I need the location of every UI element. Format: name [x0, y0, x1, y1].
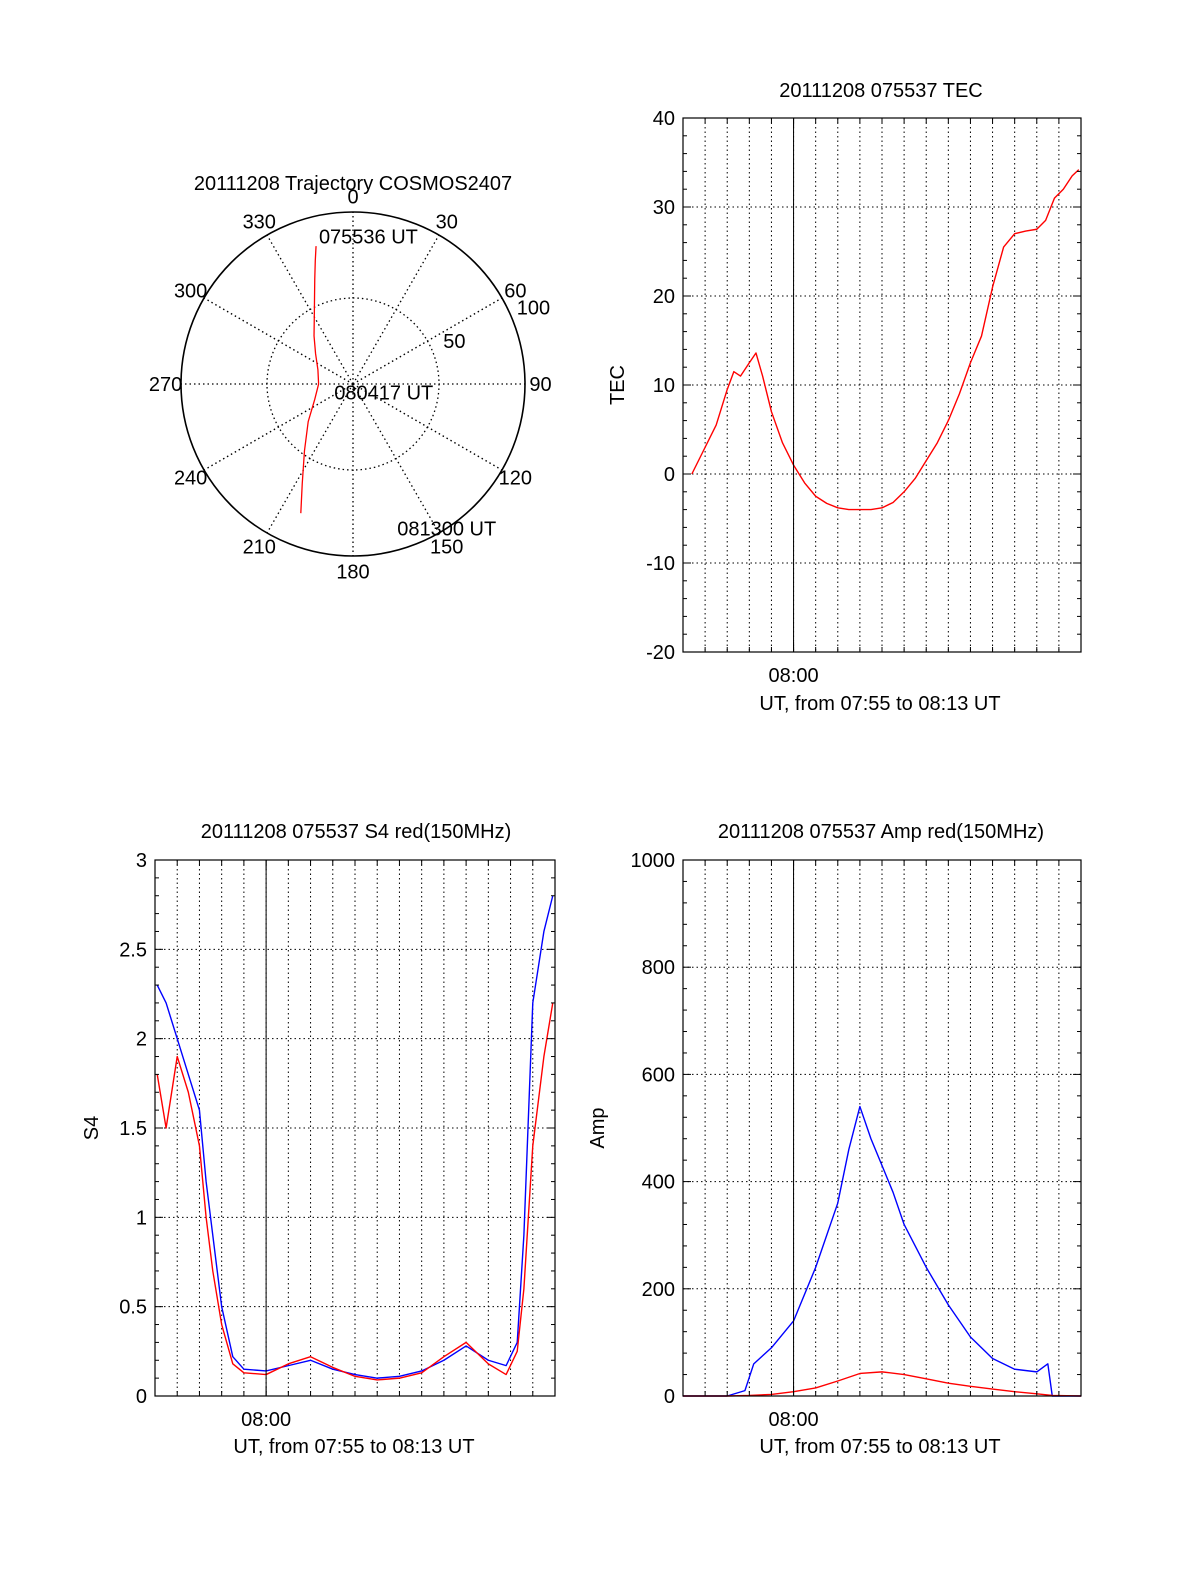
polar-angle-label: 60 [504, 280, 526, 302]
amp-series-line-blue [683, 1105, 1081, 1397]
tec-grid [683, 117, 1081, 653]
s4-y-tick-label: 0 [136, 1386, 147, 1408]
s4-series-line-blue [156, 895, 554, 1379]
s4-y-tick-label: 1 [136, 1207, 147, 1229]
tec-y-tick-label: -20 [646, 642, 675, 664]
polar-gridline-spoke [352, 297, 503, 385]
amp-y-axis-label: Amp [587, 1107, 609, 1148]
polar-grid [180, 211, 526, 557]
tec-y-tick-label: 0 [664, 464, 675, 486]
amp-y-tick-label: 200 [642, 1279, 675, 1301]
polar-angle-label: 0 [347, 187, 358, 209]
s4-y-tick-label: 0.5 [119, 1297, 147, 1319]
s4-y-axis-label: S4 [81, 1116, 103, 1140]
polar-gridline-spoke [203, 383, 354, 471]
amp-y-tick-label: 1000 [631, 850, 676, 872]
tec-y-axis-label: TEC [607, 365, 629, 405]
polar-angle-labels: 0 30 60 90 120 150 180 210 240 270 300 330 [149, 187, 552, 584]
tec-x-axis-label: UT, from 07:55 to 08:13 UT [759, 693, 1000, 715]
polar-time-annotation: 075536 UT [319, 227, 418, 249]
tec-y-tick-label: 30 [653, 197, 675, 219]
polar-angle-label: 270 [149, 374, 182, 396]
polar-time-annotation: 080417 UT [334, 383, 433, 405]
s4-chart-title: 20111208 075537 S4 red(150MHz) [201, 821, 512, 843]
polar-gridline-spoke [352, 383, 440, 534]
amp-y-tick-label: 400 [642, 1172, 675, 1194]
tec-y-tick-label: 20 [653, 286, 675, 308]
polar-gridline-spoke [266, 383, 354, 534]
s4-y-ticks: 0 0.5 1 1.5 2 2.5 3 08:00 [119, 850, 555, 1431]
polar-radial-label: 100 [517, 297, 550, 319]
polar-angle-label: 330 [243, 212, 276, 234]
tec-chart: 20111208 075537 TEC TEC UT, from 07:55 t… [607, 80, 1082, 715]
polar-angle-label: 150 [430, 536, 463, 558]
tec-y-tick-label: 40 [653, 108, 675, 130]
polar-angle-label: 180 [336, 561, 369, 583]
polar-gridline-spoke [266, 234, 354, 385]
tec-series-line-red [691, 169, 1080, 511]
amp-y-ticks: 0 200 400 600 800 1000 08:00 [631, 850, 1081, 1431]
s4-series-line-red [156, 1002, 554, 1381]
amp-y-tick-label: 800 [642, 957, 675, 979]
polar-annotations: 075536 UT 080417 UT 081300 UT [319, 227, 496, 541]
amp-series-line-red [683, 1371, 1082, 1397]
amp-y-tick-label: 0 [664, 1386, 675, 1408]
polar-angle-label: 300 [174, 280, 207, 302]
amp-grid [683, 859, 1081, 1397]
s4-y-tick-label: 2 [136, 1029, 147, 1051]
tec-chart-title: 20111208 075537 TEC [779, 80, 983, 102]
polar-angle-label: 210 [243, 536, 276, 558]
s4-x-tick-label: 08:00 [241, 1409, 291, 1431]
polar-gridline-spoke [352, 383, 503, 471]
amp-x-axis-label: UT, from 07:55 to 08:13 UT [759, 1436, 1000, 1458]
tec-y-ticks: -20 -10 0 10 20 30 40 08:00 [646, 108, 1081, 687]
polar-gridline-spoke [352, 234, 440, 385]
tec-y-tick-label: 10 [653, 375, 675, 397]
polar-radial-labels: 50 100 [443, 297, 550, 353]
amp-x-tick-label: 08:00 [769, 1409, 819, 1431]
s4-chart: 20111208 075537 S4 red(150MHz) S4 UT, fr… [81, 821, 556, 1458]
polar-angle-label: 90 [529, 374, 551, 396]
polar-radial-label: 50 [443, 331, 465, 353]
polar-trajectory-series [300, 246, 320, 514]
amp-chart-title: 20111208 075537 Amp red(150MHz) [718, 821, 1044, 843]
polar-gridline-spoke [203, 297, 354, 385]
s4-y-tick-label: 2.5 [119, 939, 147, 961]
amp-y-tick-label: 600 [642, 1064, 675, 1086]
polar-angle-label: 240 [174, 468, 207, 490]
polar-angle-label: 30 [436, 212, 458, 234]
polar-time-annotation: 081300 UT [397, 519, 496, 541]
polar-angle-label: 120 [499, 468, 532, 490]
s4-y-tick-label: 3 [136, 850, 147, 872]
amp-chart: 20111208 075537 Amp red(150MHz) Amp UT, … [587, 821, 1082, 1458]
tec-y-tick-label: -10 [646, 553, 675, 575]
s4-grid [155, 859, 555, 1397]
polar-trajectory-line [300, 246, 320, 514]
s4-y-tick-label: 1.5 [119, 1118, 147, 1140]
polar-chart-title: 20111208 Trajectory COSMOS2407 [194, 173, 512, 195]
polar-trajectory-chart: 20111208 Trajectory COSMOS2407 0 30 60 90 12… [149, 173, 552, 583]
s4-x-axis-label: UT, from 07:55 to 08:13 UT [233, 1436, 474, 1458]
tec-x-tick-label: 08:00 [769, 665, 819, 687]
